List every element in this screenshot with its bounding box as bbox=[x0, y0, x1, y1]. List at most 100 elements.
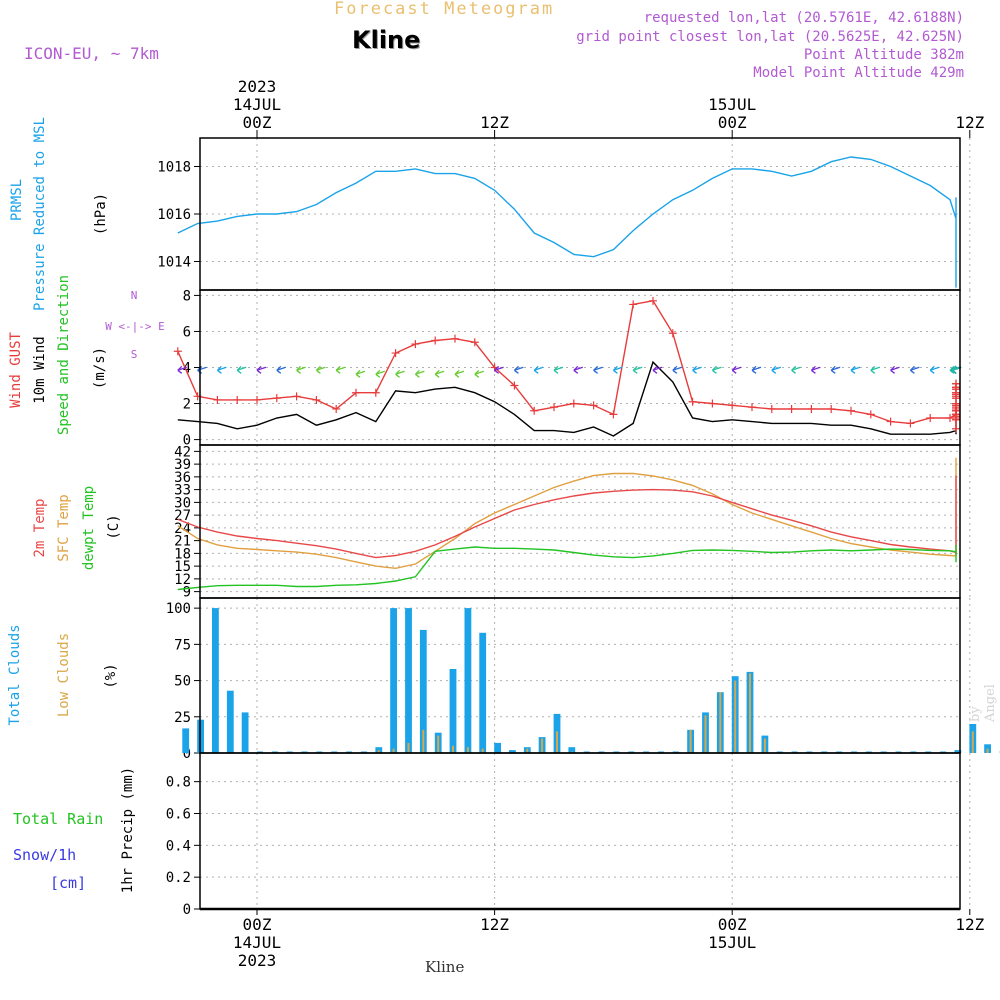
gust-marker bbox=[787, 404, 796, 413]
clouds-unit: (%) bbox=[103, 663, 119, 688]
wind-arrow bbox=[296, 365, 306, 374]
total-cloud-bar bbox=[182, 728, 190, 753]
wind-arrow bbox=[612, 365, 623, 374]
clouds-grid: 0 25 50 75 100 bbox=[166, 598, 971, 762]
wind-arrow bbox=[593, 365, 603, 374]
wind-ytick-label: 8 bbox=[183, 288, 191, 304]
wind10m-series-line bbox=[177, 360, 957, 437]
total-cloud-bar bbox=[405, 608, 412, 753]
wind-arrow bbox=[890, 365, 900, 374]
gust-marker bbox=[886, 417, 895, 426]
total-cloud-bar bbox=[494, 742, 501, 753]
wind-arrow bbox=[791, 365, 801, 374]
gust-marker bbox=[530, 406, 539, 415]
low-cloud-bar bbox=[452, 745, 454, 753]
top-time-label: 00Z bbox=[718, 113, 747, 132]
model-altitude: Model Point Altitude 429m bbox=[753, 65, 964, 81]
top-date-label: 14JUL bbox=[233, 95, 281, 114]
clouds-ytick-label: 75 bbox=[174, 637, 191, 653]
precip-legend-snow: Snow/1h bbox=[13, 846, 76, 864]
gust-marker bbox=[926, 413, 935, 422]
wind-arrow bbox=[454, 369, 465, 378]
pressure-label-prmsl: PRMSL bbox=[9, 179, 25, 221]
total-cloud-bar bbox=[212, 608, 219, 753]
low-cloud-bar bbox=[526, 748, 529, 753]
wind-arrow bbox=[335, 365, 346, 374]
clouds-panel-frame bbox=[199, 597, 961, 754]
wind-arrow bbox=[236, 365, 247, 374]
wind-arrow bbox=[414, 369, 425, 378]
gust-marker bbox=[451, 334, 459, 343]
temp-label-dewpt: dewpt Temp bbox=[81, 486, 97, 570]
temp-ytick-label: 30 bbox=[174, 495, 191, 511]
wind-arrow bbox=[573, 365, 584, 374]
wind-arrow bbox=[909, 365, 920, 374]
temp-ytick-label: 39 bbox=[174, 457, 191, 473]
precip-ytick-label: 0.2 bbox=[166, 870, 191, 886]
wind-arrow bbox=[929, 365, 940, 374]
gust-marker bbox=[233, 395, 242, 404]
wind-arrow bbox=[474, 369, 485, 378]
clouds-ytick-label: 0 bbox=[183, 746, 191, 762]
gust-marker bbox=[292, 392, 301, 401]
total-cloud-bar bbox=[509, 750, 516, 753]
low-cloud-bar bbox=[407, 742, 410, 753]
wind-arrow bbox=[553, 365, 564, 374]
gust-marker bbox=[688, 397, 697, 406]
temp-ytick-label: 15 bbox=[174, 559, 191, 575]
wind-arrow bbox=[810, 365, 821, 374]
total-cloud-bar bbox=[226, 690, 234, 753]
gust-marker bbox=[952, 383, 960, 392]
total-cloud-bar bbox=[479, 632, 487, 753]
precip-legend-cm: [cm] bbox=[50, 874, 86, 892]
low-cloud-bar bbox=[466, 747, 469, 753]
low-cloud-bar bbox=[749, 673, 751, 753]
gust-marker bbox=[728, 401, 737, 410]
wind-ytick-label: 0 bbox=[183, 433, 191, 449]
grid-point-location: grid point closest lon,lat (20.5625E, 42… bbox=[576, 29, 964, 45]
credit-watermark: by Angel bbox=[968, 684, 998, 722]
wind-ytick-label: 4 bbox=[183, 361, 191, 377]
clouds-label-low: Low Clouds bbox=[56, 633, 72, 717]
temp-ytick-label: 36 bbox=[174, 470, 191, 486]
compass-north: N bbox=[131, 289, 138, 302]
clouds-label-total: Total Clouds bbox=[7, 624, 23, 725]
gust-marker bbox=[668, 329, 677, 338]
wind-arrow bbox=[711, 365, 722, 374]
bottom-time-label: 00Z bbox=[243, 915, 272, 934]
pressure-ytick-label: 1016 bbox=[157, 207, 191, 223]
bottom-time-label: 12Z bbox=[955, 915, 984, 934]
point-altitude: Point Altitude 382m bbox=[803, 47, 964, 63]
total-cloud-bar bbox=[464, 608, 472, 753]
low-cloud-bar bbox=[541, 738, 544, 753]
gust-marker bbox=[253, 395, 261, 404]
low-cloud-bar bbox=[986, 748, 989, 753]
compass-west-east: W <-|-> E bbox=[105, 320, 165, 333]
gust-markers bbox=[173, 296, 960, 433]
low-cloud-bar bbox=[422, 729, 425, 753]
total-cloud-bar bbox=[568, 747, 576, 753]
precip-panel-frame bbox=[199, 752, 961, 910]
wind-direction-arrows bbox=[177, 365, 962, 378]
gust-marker bbox=[807, 404, 816, 413]
pressure-label-msl: Pressure Reduced to MSL bbox=[32, 117, 48, 311]
temp-ytick-label: 12 bbox=[174, 572, 191, 588]
low-cloud-bar bbox=[392, 748, 395, 753]
gust-marker bbox=[952, 406, 960, 415]
temp-ytick-label: 33 bbox=[174, 483, 191, 499]
gust-marker bbox=[827, 404, 836, 413]
wind-arrow bbox=[632, 365, 643, 374]
pressure-ytick-label: 1018 bbox=[157, 160, 191, 176]
wind-label-10m: 10m Wind bbox=[32, 336, 48, 403]
low-cloud-bar bbox=[556, 731, 558, 753]
top-time-label: 12Z bbox=[480, 113, 509, 132]
temp-label-2m: 2m Temp bbox=[32, 498, 48, 557]
gust-marker bbox=[708, 399, 717, 408]
gust-marker bbox=[847, 406, 855, 415]
temp-ytick-label: 18 bbox=[174, 546, 191, 562]
gust-marker bbox=[748, 403, 756, 412]
gust-marker bbox=[272, 394, 281, 403]
gust-marker bbox=[411, 340, 420, 349]
clouds-ytick-label: 25 bbox=[174, 710, 191, 726]
